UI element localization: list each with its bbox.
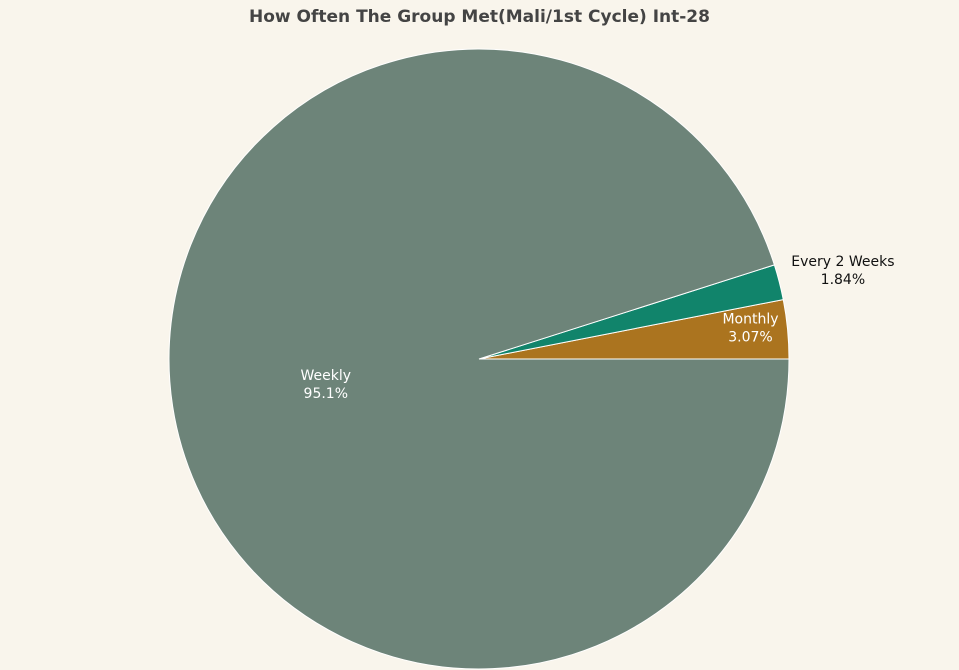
pie-slices <box>168 48 790 670</box>
pie-slice-weekly[interactable] <box>168 48 790 670</box>
slice-label-percent: 95.1% <box>304 386 348 402</box>
slice-label-name: Weekly <box>301 368 352 384</box>
slice-label-name: Every 2 Weeks <box>791 254 894 270</box>
slice-label-weekly: Weekly 95.1% <box>301 368 352 402</box>
chart-title: How Often The Group Met(Mali/1st Cycle) … <box>249 7 710 27</box>
slice-label-every-2-weeks: Every 2 Weeks 1.84% <box>791 254 894 288</box>
slice-label-percent: 1.84% <box>821 272 865 288</box>
slice-label-name: Monthly <box>722 312 778 328</box>
slice-label-monthly: Monthly 3.07% <box>722 312 778 346</box>
pie-labels: Monthly 3.07% Every 2 Weeks 1.84% Weekly 95.1… <box>301 254 895 402</box>
slice-label-percent: 3.07% <box>728 330 772 346</box>
